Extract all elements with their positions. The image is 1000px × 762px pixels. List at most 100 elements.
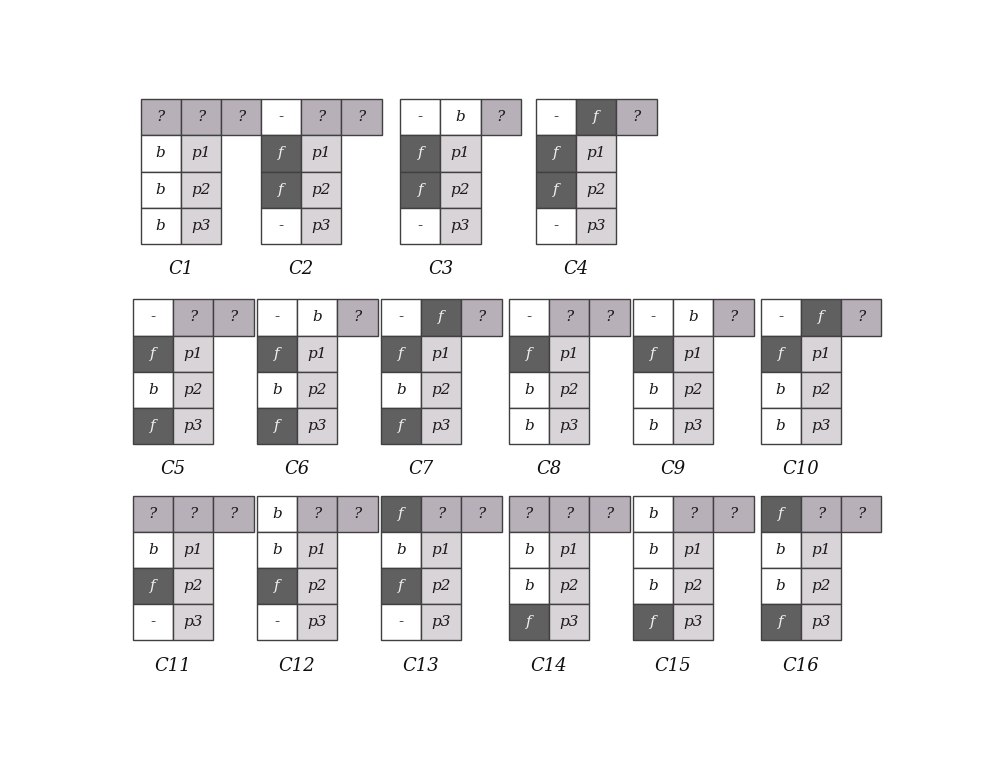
Text: p1: p1	[811, 347, 831, 360]
Text: p1: p1	[183, 347, 203, 360]
Text: -: -	[650, 310, 655, 325]
Bar	[536, 171, 576, 208]
Bar	[509, 532, 549, 568]
Bar	[713, 496, 754, 532]
Text: -: -	[418, 219, 423, 233]
Text: ?: ?	[157, 110, 165, 124]
Text: -: -	[398, 616, 403, 629]
Bar	[673, 408, 713, 444]
Text: p1: p1	[586, 146, 606, 161]
Bar	[576, 136, 616, 171]
Text: p1: p1	[431, 347, 451, 360]
Text: b: b	[148, 543, 158, 557]
Bar	[297, 299, 337, 335]
Text: p2: p2	[811, 383, 831, 397]
Text: b: b	[456, 110, 465, 124]
Text: b: b	[396, 383, 406, 397]
Bar	[297, 408, 337, 444]
Text: f: f	[438, 310, 444, 325]
Text: p1: p1	[431, 543, 451, 557]
Text: b: b	[148, 383, 158, 397]
Bar	[337, 496, 378, 532]
Text: p1: p1	[191, 146, 211, 161]
Bar	[801, 299, 841, 335]
Text: ?: ?	[313, 507, 321, 520]
Bar	[761, 532, 801, 568]
Text: b: b	[156, 183, 166, 197]
Text: ?: ?	[189, 507, 197, 520]
Bar	[589, 496, 630, 532]
Text: C1: C1	[168, 261, 193, 278]
Text: p3: p3	[559, 616, 579, 629]
Text: f: f	[150, 347, 156, 360]
Text: C5: C5	[160, 460, 186, 479]
Bar	[509, 568, 549, 604]
Bar	[633, 299, 673, 335]
Bar	[761, 568, 801, 604]
Bar	[381, 299, 421, 335]
Text: b: b	[272, 507, 282, 520]
Text: b: b	[396, 543, 406, 557]
Bar	[261, 99, 301, 136]
Bar	[801, 568, 841, 604]
Bar	[440, 136, 481, 171]
Text: ?: ?	[197, 110, 205, 124]
Text: b: b	[776, 419, 786, 433]
Bar	[337, 299, 378, 335]
Text: ?: ?	[317, 110, 325, 124]
Text: p2: p2	[431, 383, 451, 397]
Bar	[801, 408, 841, 444]
Bar	[761, 299, 801, 335]
Text: f: f	[778, 507, 783, 520]
Bar	[440, 99, 481, 136]
Bar	[140, 99, 181, 136]
Text: b: b	[524, 543, 534, 557]
Bar	[257, 299, 297, 335]
Text: p1: p1	[307, 543, 327, 557]
Text: p3: p3	[451, 219, 470, 233]
Bar	[261, 208, 301, 244]
Text: p2: p2	[559, 383, 579, 397]
Text: f: f	[274, 419, 280, 433]
Text: p2: p2	[307, 383, 327, 397]
Text: f: f	[398, 579, 404, 593]
Text: ?: ?	[525, 507, 533, 520]
Text: ?: ?	[729, 507, 737, 520]
Bar	[461, 496, 502, 532]
Text: ?: ?	[229, 507, 238, 520]
Bar	[381, 496, 421, 532]
Bar	[633, 335, 673, 372]
Bar	[213, 299, 254, 335]
Bar	[421, 568, 461, 604]
Bar	[421, 335, 461, 372]
Text: p2: p2	[311, 183, 331, 197]
Text: p2: p2	[183, 579, 203, 593]
Bar	[549, 299, 589, 335]
Bar	[173, 335, 213, 372]
Bar	[400, 208, 440, 244]
Bar	[673, 335, 713, 372]
Text: p1: p1	[307, 347, 327, 360]
Bar	[173, 496, 213, 532]
Text: -: -	[274, 310, 279, 325]
Bar	[549, 568, 589, 604]
Text: p1: p1	[183, 543, 203, 557]
Text: p3: p3	[431, 419, 451, 433]
Text: p3: p3	[559, 419, 579, 433]
Text: p3: p3	[307, 616, 327, 629]
Text: f: f	[650, 616, 656, 629]
Bar	[509, 299, 549, 335]
Bar	[173, 299, 213, 335]
Bar	[301, 208, 341, 244]
Bar	[133, 568, 173, 604]
Text: ?: ?	[729, 310, 737, 325]
Bar	[761, 335, 801, 372]
Bar	[421, 372, 461, 408]
Text: -: -	[398, 310, 403, 325]
Bar	[140, 171, 181, 208]
Bar	[221, 99, 261, 136]
Bar	[140, 136, 181, 171]
Bar	[173, 532, 213, 568]
Text: b: b	[648, 383, 658, 397]
Bar	[633, 532, 673, 568]
